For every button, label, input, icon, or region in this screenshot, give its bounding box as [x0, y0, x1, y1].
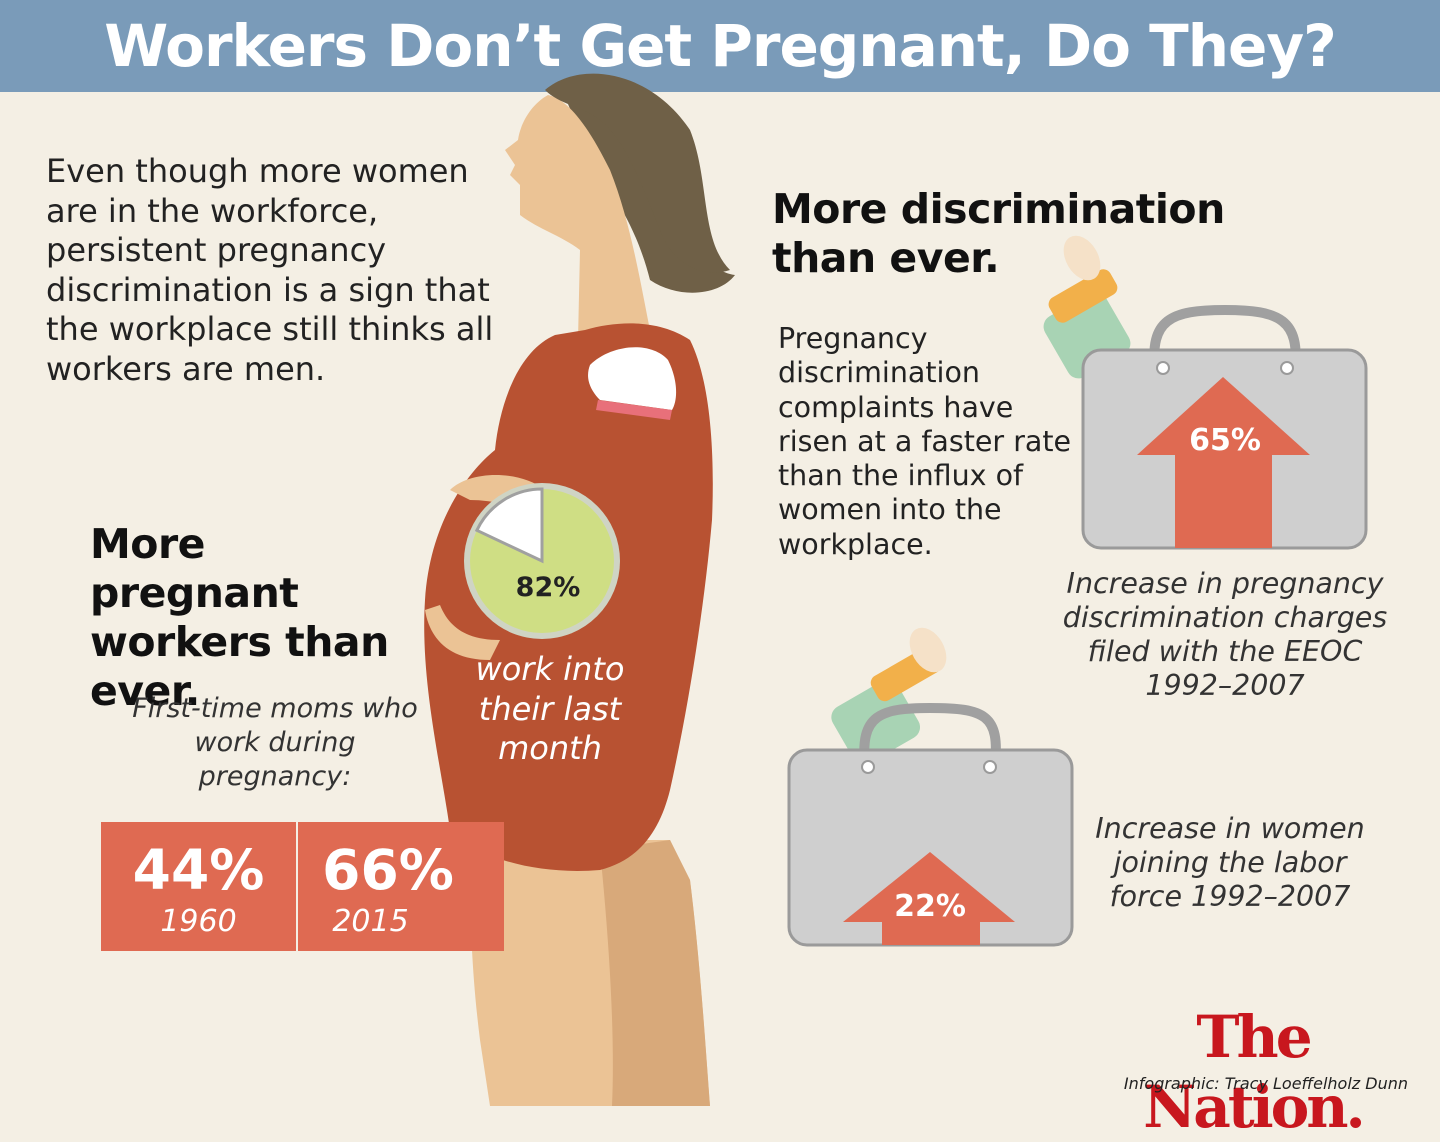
pregnant-woman-illustration: [424, 73, 1368, 1106]
stat-box-1960: 44% 1960: [101, 822, 296, 951]
left-subheading: First-time moms who work during pregnanc…: [132, 693, 418, 792]
right-heading: More discrimination than ever.: [772, 185, 1225, 282]
item-caption: Increase in women joining the labor forc…: [1095, 812, 1365, 913]
item-caption: Increase in pregnancy discrimination cha…: [1062, 567, 1388, 702]
left-heading: More pregnant workers than ever.: [90, 520, 389, 715]
arrow-value-label: 22%: [894, 889, 966, 924]
pie-caption: work into their last month: [475, 650, 625, 767]
right-body-text: Pregnancy discrimination complaints have…: [778, 322, 1072, 561]
title-bar: [0, 0, 1440, 92]
pie-value-label: 82%: [515, 572, 581, 603]
stat-year: 2015: [332, 904, 409, 939]
intro-text: Even though more women are in the workfo…: [46, 152, 494, 388]
baby-bottle-icon: [831, 627, 947, 765]
publication-logo: The Nation.: [1143, 1003, 1365, 1141]
stat-year: 1960: [160, 904, 237, 939]
pie-chart-slice-rest: [474, 487, 544, 564]
up-arrow-icon: [843, 852, 1015, 945]
arrow-value-label: 65%: [1189, 423, 1261, 458]
stat-value: 44%: [132, 838, 265, 902]
page-title: Workers Don’t Get Pregnant, Do They?: [104, 12, 1337, 80]
stat-box-2015: 66% 2015: [298, 822, 504, 951]
briefcase-icon: [787, 702, 1074, 947]
up-arrow-icon: [1137, 377, 1310, 548]
stat-value: 66%: [322, 838, 454, 902]
credit-line: Infographic: Tracy Loeffelholz Dunn: [1123, 1074, 1408, 1093]
